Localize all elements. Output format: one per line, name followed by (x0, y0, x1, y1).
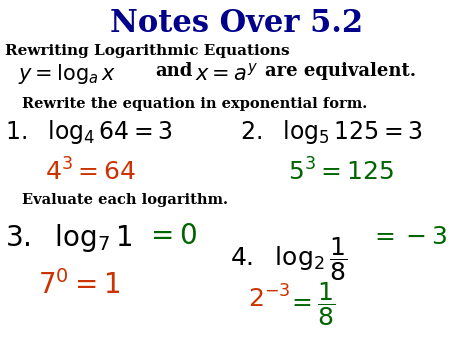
Text: $= \dfrac{1}{8}$: $= \dfrac{1}{8}$ (287, 280, 336, 328)
Text: Notes Over 5.2: Notes Over 5.2 (110, 8, 364, 39)
Text: are equivalent.: are equivalent. (265, 62, 416, 80)
Text: $2.\ \ \log_5 125 = 3$: $2.\ \ \log_5 125 = 3$ (240, 118, 423, 146)
Text: $3.\ \ \log_7 1$: $3.\ \ \log_7 1$ (5, 222, 132, 254)
Text: $x = a^y$: $x = a^y$ (195, 62, 258, 84)
Text: Rewrite the equation in exponential form.: Rewrite the equation in exponential form… (22, 97, 367, 111)
Text: $4^3 = 64$: $4^3 = 64$ (45, 158, 136, 185)
Text: $7^0 = 1$: $7^0 = 1$ (38, 270, 120, 300)
Text: $= -3$: $= -3$ (370, 225, 447, 249)
Text: $y = \log_a x$: $y = \log_a x$ (18, 62, 116, 86)
Text: Evaluate each logarithm.: Evaluate each logarithm. (22, 193, 228, 207)
Text: $= 0$: $= 0$ (145, 222, 197, 250)
Text: $1.\ \ \log_4 64 = 3$: $1.\ \ \log_4 64 = 3$ (5, 118, 173, 146)
Text: $2^{-3}$: $2^{-3}$ (248, 285, 291, 312)
Text: and: and (155, 62, 192, 80)
Text: $4.\ \ \log_2 \dfrac{1}{8}$: $4.\ \ \log_2 \dfrac{1}{8}$ (230, 235, 347, 283)
Text: $5^3=125$: $5^3=125$ (288, 158, 394, 185)
Text: Rewriting Logarithmic Equations: Rewriting Logarithmic Equations (5, 44, 290, 58)
